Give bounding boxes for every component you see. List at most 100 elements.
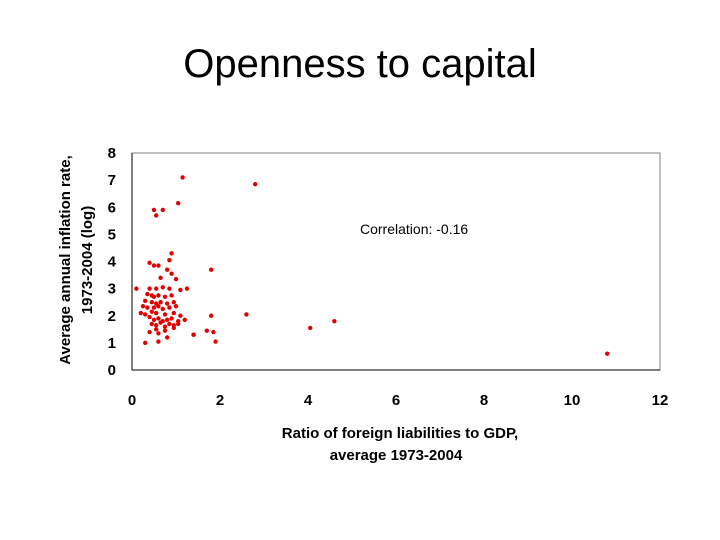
data-point <box>173 304 179 309</box>
data-point <box>178 287 183 293</box>
data-point <box>244 312 249 317</box>
data-point <box>165 335 170 340</box>
data-point <box>184 286 190 291</box>
data-point <box>147 329 152 335</box>
data-point <box>145 305 150 310</box>
x-tick-label: 12 <box>652 392 669 409</box>
data-point <box>204 328 209 333</box>
data-point <box>147 314 152 320</box>
data-point <box>332 318 337 324</box>
data-point <box>162 294 168 299</box>
data-point <box>308 325 313 331</box>
data-point <box>176 321 181 327</box>
data-point <box>149 309 154 314</box>
data-point <box>160 285 165 290</box>
y-tick-labels: 0 1 2 3 4 5 6 7 8 <box>108 145 117 379</box>
slide-title: Openness to capital <box>183 42 537 86</box>
data-point <box>151 294 157 299</box>
data-point <box>154 213 159 218</box>
data-point <box>145 291 150 297</box>
data-point <box>158 320 163 325</box>
data-point <box>167 286 172 291</box>
data-point <box>154 286 159 291</box>
data-point <box>167 305 172 310</box>
correlation-annotation: Correlation: -0.16 <box>360 221 468 237</box>
data-point <box>167 257 172 263</box>
y-tick-label: 5 <box>108 226 116 243</box>
x-axis-label-line2: average 1973-2004 <box>330 447 463 464</box>
data-point <box>171 310 176 316</box>
data-point <box>171 299 176 305</box>
data-point <box>167 321 172 327</box>
data-point <box>156 339 161 344</box>
x-tick-label: 8 <box>480 392 488 409</box>
data-point <box>160 207 165 213</box>
x-tick-label: 2 <box>216 392 224 409</box>
data-point <box>147 260 152 266</box>
data-point <box>147 286 152 291</box>
data-point <box>191 332 196 337</box>
data-point <box>165 301 170 306</box>
data-point <box>209 313 214 318</box>
data-point <box>180 175 185 180</box>
data-point <box>162 312 168 317</box>
data-point <box>171 325 176 331</box>
y-tick-label: 8 <box>108 145 116 162</box>
data-point <box>156 293 161 298</box>
data-point <box>253 181 258 187</box>
data-point <box>143 298 148 304</box>
y-axis-label-line2: 1973-2004 (log) <box>79 206 96 314</box>
data-point <box>209 267 214 272</box>
data-point <box>158 275 163 280</box>
data-point <box>169 293 174 298</box>
data-point <box>176 200 181 206</box>
data-point <box>178 313 183 318</box>
x-tick-labels: 0 2 4 6 8 10 12 <box>128 392 669 409</box>
data-point <box>143 312 148 317</box>
data-point <box>151 317 157 323</box>
data-point <box>143 340 148 346</box>
data-point <box>605 351 610 356</box>
data-point <box>140 304 146 309</box>
data-point <box>151 207 157 213</box>
y-tick-label: 2 <box>108 308 116 325</box>
x-tick-label: 6 <box>392 392 400 409</box>
data-point <box>162 328 168 333</box>
data-point <box>169 271 174 276</box>
plot-frame <box>131 152 661 371</box>
data-point <box>138 310 143 316</box>
data-point <box>151 305 157 310</box>
data-point <box>154 327 159 332</box>
data-point <box>182 317 187 323</box>
data-point <box>211 329 216 335</box>
data-point <box>156 316 161 321</box>
x-axis-label-line1: Ratio of foreign liabilities to GDP, <box>282 425 518 442</box>
data-point <box>169 316 174 321</box>
y-tick-label: 7 <box>108 172 116 189</box>
x-tick-label: 4 <box>304 392 313 409</box>
x-tick-label: 10 <box>564 392 581 409</box>
data-point <box>134 286 139 291</box>
data-point <box>160 306 165 312</box>
data-point <box>156 263 161 268</box>
data-point <box>165 267 170 272</box>
data-point <box>156 304 161 309</box>
data-points <box>134 175 610 356</box>
data-point <box>213 339 218 344</box>
data-point <box>169 251 174 256</box>
y-tick-label: 3 <box>108 281 116 298</box>
data-point <box>173 276 179 282</box>
data-point <box>165 317 170 323</box>
data-point <box>154 310 159 316</box>
y-tick-label: 1 <box>108 335 116 352</box>
y-axis-label-line1: Average annual inflation rate, <box>57 155 74 365</box>
data-point <box>158 299 163 305</box>
data-point <box>149 321 154 327</box>
data-point <box>154 323 159 328</box>
data-point <box>156 331 161 336</box>
y-tick-label: 4 <box>108 254 117 271</box>
x-tick-label: 0 <box>128 392 136 409</box>
data-point <box>151 263 157 268</box>
y-tick-label: 6 <box>108 199 116 216</box>
